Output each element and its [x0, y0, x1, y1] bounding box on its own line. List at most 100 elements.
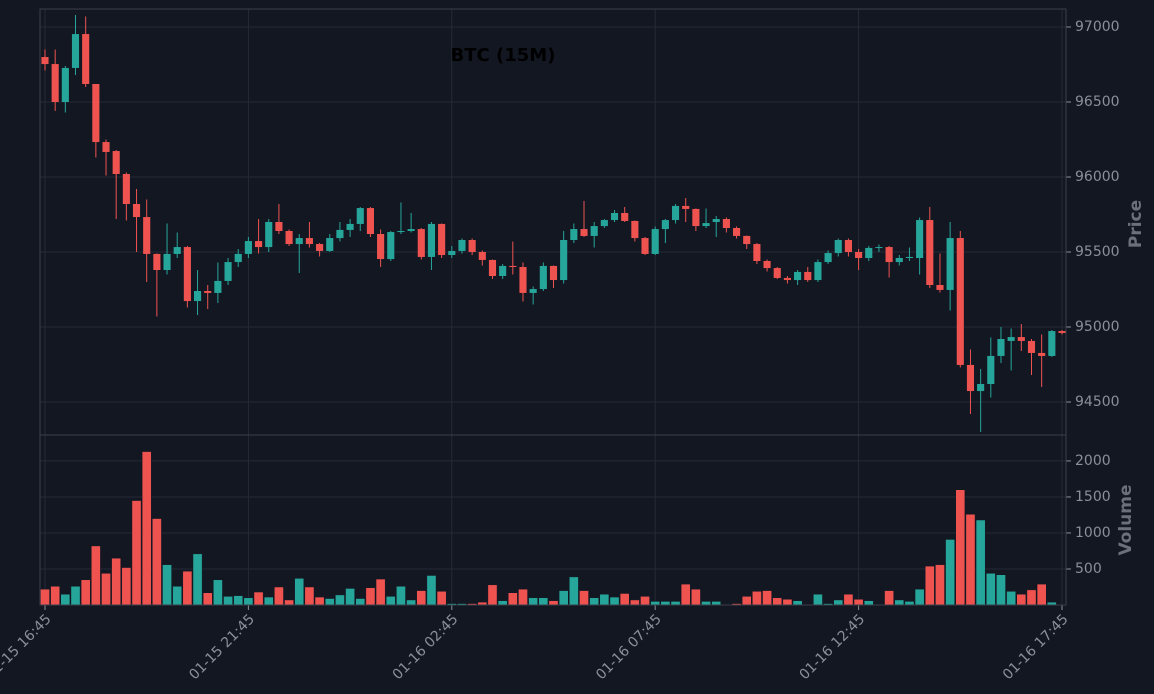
candle-body — [977, 384, 985, 392]
volume-bar — [345, 588, 355, 606]
candle-body — [824, 253, 832, 263]
candle-body — [865, 247, 873, 258]
volume-bar — [741, 596, 752, 606]
volume-bar — [538, 597, 549, 606]
candle-body — [661, 220, 669, 230]
y-axis-label: Price — [1126, 200, 1146, 248]
volume-bar — [843, 593, 854, 606]
volume-bar — [223, 596, 233, 606]
volume-bar — [335, 594, 345, 606]
candle-body — [1027, 340, 1036, 353]
candle-body — [82, 34, 90, 84]
volume-bar — [955, 489, 966, 606]
candle-body — [509, 265, 517, 267]
volume-bar — [487, 584, 498, 606]
volume-bar — [192, 553, 203, 606]
candle-body — [417, 229, 425, 257]
volume-bar — [599, 593, 610, 606]
volume-bar — [1026, 589, 1037, 606]
candle-body — [987, 355, 995, 384]
candle-body — [580, 229, 588, 236]
volume-bar — [1006, 591, 1016, 606]
volume-bar — [396, 586, 406, 606]
volume-bar — [548, 600, 559, 606]
volume-bar — [60, 593, 71, 606]
volume-bar — [965, 513, 976, 606]
candle-body — [570, 229, 578, 240]
candle-body — [529, 289, 537, 293]
volume-bar — [985, 573, 996, 606]
volume-tick-label: 1500 — [1075, 489, 1111, 505]
volume-tick-label: 1000 — [1075, 525, 1111, 541]
candle-body — [51, 64, 59, 102]
candle-body — [895, 258, 903, 263]
candle-body — [499, 265, 507, 276]
volume-bar — [609, 596, 620, 606]
volume-bar — [792, 600, 803, 606]
volume-bar — [406, 599, 416, 606]
volume-bar — [863, 600, 874, 606]
candle-body — [621, 213, 629, 221]
candle-body — [377, 234, 385, 260]
candle-body — [397, 231, 405, 233]
volume-bar — [904, 601, 915, 606]
volume-bar — [579, 590, 589, 606]
volume-bar — [691, 588, 701, 606]
candle-body — [814, 262, 822, 281]
candle-body — [844, 240, 852, 252]
volume-bar — [111, 557, 122, 606]
candle-body — [631, 220, 639, 239]
volume-bar — [762, 590, 772, 606]
candle-body — [804, 271, 812, 281]
volume-bar — [284, 599, 294, 606]
candle-body — [153, 253, 161, 270]
candle-body — [183, 247, 191, 302]
volume-tick-label: 2000 — [1075, 453, 1111, 469]
candle-body — [773, 268, 781, 278]
candle-body — [946, 238, 954, 290]
volume-bar — [558, 590, 569, 606]
volume-bar — [640, 596, 650, 606]
candle-body — [641, 238, 649, 254]
candle-body — [305, 238, 313, 245]
candle-body — [102, 142, 110, 152]
volume-bar — [945, 539, 955, 606]
candle-body — [132, 204, 141, 218]
candle-body — [722, 219, 730, 228]
candle-body — [346, 223, 354, 230]
volume-bar — [884, 590, 894, 606]
volume-bar — [253, 591, 264, 606]
volume-bar — [996, 574, 1006, 606]
volume-bar — [324, 598, 335, 606]
candle-body — [427, 223, 436, 257]
candle-body — [255, 241, 263, 248]
candle-body — [468, 240, 476, 252]
volume-bar — [619, 593, 630, 606]
volume-bar — [924, 565, 935, 606]
candle-body — [997, 339, 1005, 356]
volume-bar — [782, 598, 793, 606]
candle-body — [692, 208, 700, 227]
candle-body — [244, 241, 252, 254]
candle-body — [1007, 337, 1015, 341]
candle-body — [366, 208, 374, 234]
volume-bar — [894, 599, 905, 606]
volume-bar — [263, 596, 274, 606]
volume-tick-label: 500 — [1075, 561, 1102, 577]
candle-body — [71, 34, 80, 68]
volume-bar — [1036, 583, 1047, 606]
volume-bar — [528, 597, 538, 606]
candle-body — [590, 226, 598, 236]
volume-bar — [589, 597, 600, 606]
candle-body — [916, 220, 924, 258]
volume-bar — [314, 596, 325, 606]
volume-bar — [507, 592, 518, 606]
volume-bar — [935, 564, 945, 606]
candle-body — [1038, 352, 1046, 356]
candle-body — [885, 247, 893, 263]
volume-bar — [711, 601, 722, 606]
volume-bar — [141, 451, 152, 606]
volume-bar — [274, 586, 284, 606]
volume-axis-label: Volume — [1116, 484, 1136, 555]
volume-bar — [213, 579, 223, 606]
